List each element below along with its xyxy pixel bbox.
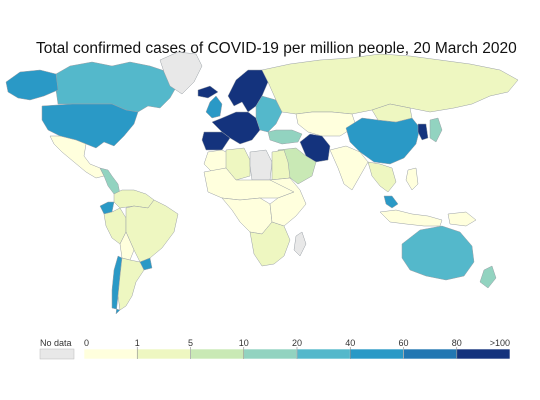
legend-tick-label-2: 5 xyxy=(188,338,193,348)
region-papua-new-guinea xyxy=(447,211,477,227)
legend-swatch-4 xyxy=(296,348,351,360)
region-southeast-asia xyxy=(367,161,397,193)
region-bolivia xyxy=(119,231,135,261)
region-malaysia xyxy=(383,195,399,209)
legend-swatch-6 xyxy=(403,348,458,360)
region-colombia-and-venezuela xyxy=(113,189,155,209)
region-alaska xyxy=(5,69,59,101)
region-iceland xyxy=(197,85,219,99)
legend-tick-label-6: 60 xyxy=(398,338,408,348)
legend-tick-label-5: 40 xyxy=(345,338,355,348)
legend-tick-label-4: 20 xyxy=(292,338,302,348)
region-southern-africa xyxy=(249,221,291,267)
legend-no-data-swatch xyxy=(39,348,75,360)
region-united-kingdom xyxy=(205,95,223,119)
legend-tick-label-7: 80 xyxy=(452,338,462,348)
region-indonesia xyxy=(379,209,443,227)
region-brazil xyxy=(125,199,179,263)
region-argentina xyxy=(117,257,145,311)
region-australia xyxy=(401,225,475,281)
legend-no-data-label: No data xyxy=(40,338,72,348)
region-turkey xyxy=(267,129,303,145)
legend-swatch-2 xyxy=(190,348,245,360)
region-japan xyxy=(429,117,443,143)
region-greenland xyxy=(159,51,203,95)
legend-swatch-7 xyxy=(456,348,511,360)
legend-swatch-0 xyxy=(83,348,138,360)
legend-tick-label-3: 10 xyxy=(239,338,249,348)
legend-tick-label-1: 1 xyxy=(135,338,140,348)
region-eastern-europe xyxy=(255,95,283,133)
region-india xyxy=(329,145,369,191)
region-uruguay xyxy=(139,257,153,271)
region-madagascar xyxy=(293,231,307,257)
region-ecuador xyxy=(99,201,115,215)
legend-tick-label-8: >100 xyxy=(490,338,510,348)
region-libya xyxy=(249,149,273,181)
region-south-korea xyxy=(417,123,429,141)
region-philippines xyxy=(405,167,419,191)
country-layer xyxy=(5,51,519,315)
region-mongolia xyxy=(371,103,413,123)
legend-swatch-1 xyxy=(136,348,191,360)
map-title: Total confirmed cases of COVID-19 per mi… xyxy=(36,40,517,57)
legend-tick-label-0: 0 xyxy=(84,338,89,348)
region-central-africa xyxy=(221,197,273,235)
legend-swatch-5 xyxy=(349,348,404,360)
region-united-states xyxy=(41,103,139,149)
region-iberia xyxy=(201,131,231,151)
legend: No data 0 1 5 10 20 40 60 80 >100 xyxy=(39,338,511,360)
region-central-america xyxy=(99,167,121,195)
region-egypt xyxy=(271,149,291,181)
legend-swatch-3 xyxy=(243,348,298,360)
region-new-zealand xyxy=(479,265,497,289)
